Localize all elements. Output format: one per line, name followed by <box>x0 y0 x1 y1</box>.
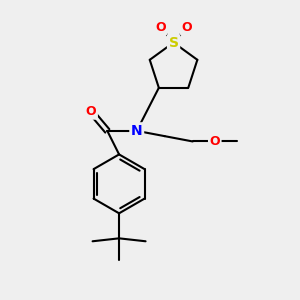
Text: N: N <box>131 124 142 138</box>
Text: O: O <box>209 135 220 148</box>
Text: O: O <box>86 105 96 118</box>
Text: S: S <box>169 35 178 50</box>
Text: O: O <box>155 21 166 34</box>
Text: O: O <box>181 21 192 34</box>
